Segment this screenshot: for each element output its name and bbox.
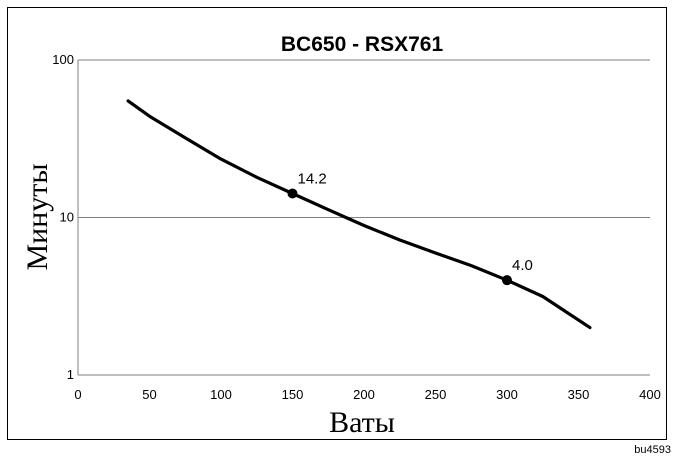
x-tick-label: 100 <box>210 387 232 402</box>
x-tick-label: 350 <box>568 387 590 402</box>
chart-title: BC650 - RSX761 <box>281 33 444 56</box>
x-tick-label: 0 <box>74 387 81 402</box>
x-tick-label: 150 <box>282 387 304 402</box>
annotation-points: 14.2 4.0 <box>287 171 533 286</box>
series <box>126 99 592 330</box>
x-axis-label: Ваты <box>329 406 395 439</box>
chart-frame <box>7 7 667 440</box>
y-tick-label: 1 <box>67 367 74 382</box>
x-tick-label: 50 <box>142 387 156 402</box>
annotation-label: 4.0 <box>512 257 533 274</box>
annotation-point <box>287 188 298 199</box>
x-tick-label: 300 <box>496 387 518 402</box>
x-tick-label: 200 <box>353 387 375 402</box>
annotation-label: 14.2 <box>298 171 327 188</box>
image-code: bu4593 <box>634 444 671 456</box>
series-line <box>126 99 592 330</box>
annotation-point <box>502 275 512 286</box>
y-tick-label: 10 <box>60 210 74 225</box>
grid-lines <box>77 59 650 376</box>
y-tick-label: 100 <box>52 52 74 67</box>
x-tick-label: 400 <box>639 387 661 402</box>
x-tick-labels: 0 50 100 150 200 250 300 350 400 <box>74 387 660 402</box>
y-axis-label: Минуты <box>21 163 54 270</box>
x-tick-label: 250 <box>425 387 447 402</box>
y-tick-labels: 1 10 100 <box>52 52 74 382</box>
